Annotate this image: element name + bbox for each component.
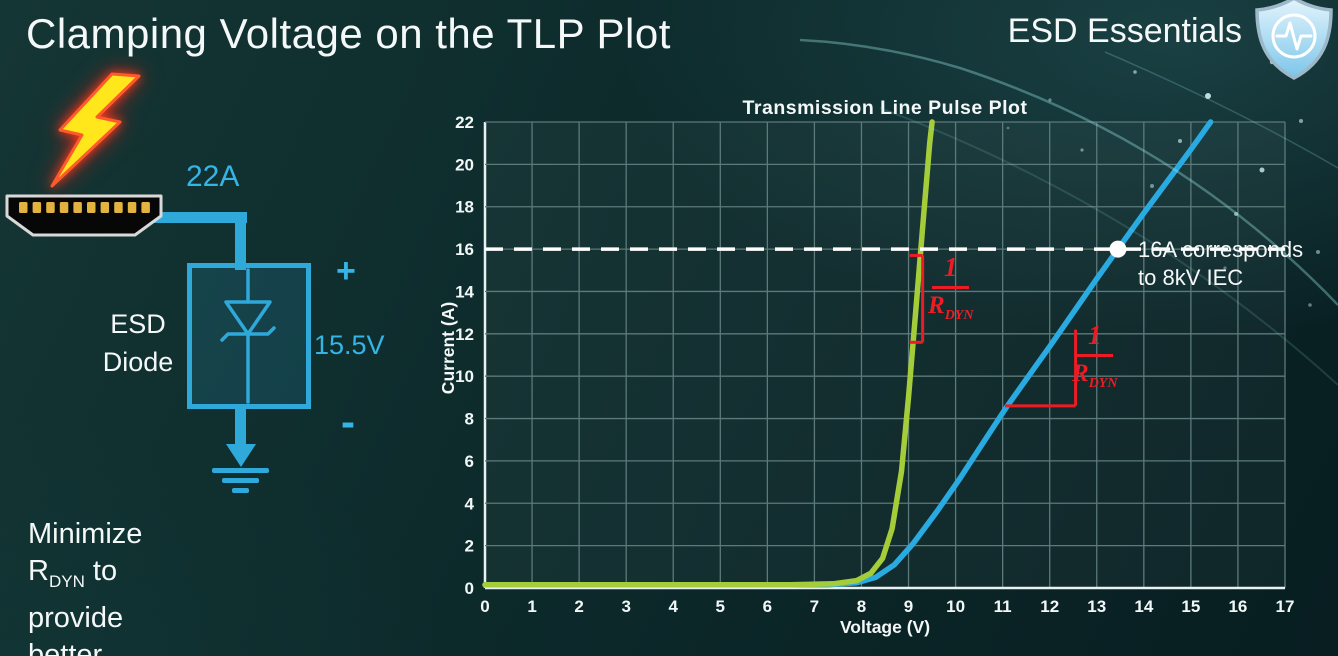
wire-horizontal <box>150 212 247 223</box>
ground-symbol-bar3 <box>232 488 249 493</box>
ground-arrow-icon <box>226 444 256 467</box>
esd-strike-icon <box>50 72 141 188</box>
esd-diode-box <box>187 263 311 409</box>
svg-text:2: 2 <box>465 537 474 556</box>
svg-text:10: 10 <box>455 367 474 386</box>
svg-text:20: 20 <box>455 155 474 174</box>
takeaway-text: Minimize RDYN to provide better clamping… <box>28 516 155 656</box>
svg-text:10: 10 <box>946 597 965 616</box>
svg-text:12: 12 <box>455 325 474 344</box>
rdyn-fraction-denominator: RDYN <box>1072 360 1118 391</box>
surge-current-label: 22A <box>186 160 240 193</box>
svg-text:5: 5 <box>716 597 725 616</box>
polarity-plus-label: + <box>336 252 356 290</box>
tvs-diode-symbol-icon <box>220 268 276 404</box>
chart-title: Transmission Line Pulse Plot <box>742 97 1028 119</box>
svg-text:2: 2 <box>574 597 583 616</box>
esd-diode-label: ESD Diode <box>95 305 181 381</box>
ground-symbol-icon <box>212 468 269 473</box>
rdyn-fraction-green: 1 RDYN <box>928 252 973 323</box>
iec-annotation: 16A corresponds to 8kV IEC <box>1138 236 1303 292</box>
svg-text:17: 17 <box>1276 597 1295 616</box>
ground-symbol-bar2 <box>222 478 259 483</box>
svg-text:11: 11 <box>994 597 1012 616</box>
page-title: Clamping Voltage on the TLP Plot <box>26 10 671 57</box>
rdyn-fraction-denominator: RDYN <box>928 292 974 323</box>
svg-text:16: 16 <box>455 240 474 259</box>
shield-logo-icon <box>1255 0 1333 80</box>
svg-text:0: 0 <box>480 597 489 616</box>
esd-diode-label-line1: ESD <box>110 309 166 339</box>
tlp-plot-svg: 0 1 2 3 4 5 6 7 8 9 10 11 12 13 14 15 16 1702468101214161… <box>455 113 1295 616</box>
takeaway-line2: better clamping voltage <box>28 638 103 656</box>
svg-text:18: 18 <box>455 198 474 217</box>
svg-text:12: 12 <box>1040 597 1059 616</box>
svg-text:0: 0 <box>465 579 474 598</box>
svg-text:14: 14 <box>455 282 474 301</box>
svg-text:8: 8 <box>857 597 866 616</box>
rdyn-fraction-numerator: 1 <box>1075 320 1114 357</box>
polarity-minus-label: - <box>341 398 355 445</box>
x-axis-label: Voltage (V) <box>839 617 931 637</box>
svg-text:15: 15 <box>1181 597 1200 616</box>
iec-annotation-line2: to 8kV IEC <box>1138 265 1244 290</box>
svg-text:6: 6 <box>465 452 474 471</box>
rdyn-fraction-numerator: 1 <box>931 252 970 289</box>
svg-text:1: 1 <box>527 597 536 616</box>
clamp-voltage-label: 15.5V <box>314 330 385 360</box>
takeaway-line1: Minimize RDYN to provide <box>28 518 143 634</box>
svg-text:7: 7 <box>810 597 819 616</box>
svg-text:8: 8 <box>465 410 474 429</box>
svg-text:9: 9 <box>904 597 913 616</box>
svg-text:6: 6 <box>763 597 772 616</box>
rdyn-fraction-blue: 1 RDYN <box>1072 320 1117 391</box>
iec-annotation-line1: 16A corresponds <box>1138 237 1304 262</box>
y-axis-label: Current (A) <box>438 301 458 395</box>
svg-text:3: 3 <box>621 597 630 616</box>
brand-title: ESD Essentials <box>1007 12 1242 50</box>
esd-diode-label-line2: Diode <box>102 347 174 377</box>
svg-text:14: 14 <box>1134 597 1153 616</box>
svg-text:22: 22 <box>455 113 474 132</box>
svg-text:4: 4 <box>669 597 679 616</box>
svg-text:4: 4 <box>465 494 475 513</box>
svg-text:13: 13 <box>1087 597 1106 616</box>
wire-to-ground <box>235 405 246 447</box>
wire-vertical <box>235 212 246 270</box>
svg-text:16: 16 <box>1228 597 1247 616</box>
hdmi-connector-icon <box>5 194 163 237</box>
